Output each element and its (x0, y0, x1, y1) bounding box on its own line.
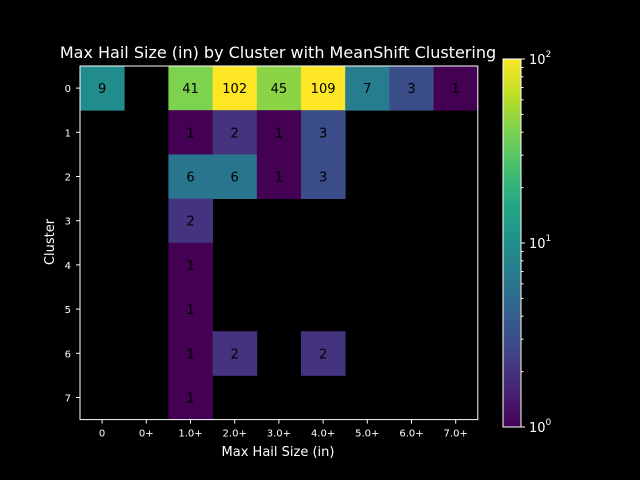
cell-value-label: 102 (222, 82, 247, 97)
cell-value-label: 2 (231, 126, 239, 141)
heatmap-cell (301, 154, 346, 199)
heatmap-cell (212, 154, 258, 199)
cell-value-label: 1 (275, 171, 283, 186)
cell-value-label: 1 (186, 126, 194, 141)
x-axis: 0 0+ 1.0+ 2.0+ 3.0+ 4.0+ 5.0+ 6.0+ 7.0+ (99, 419, 468, 440)
x-tick-label: 5.0+ (355, 429, 379, 440)
x-tick-label: 7.0+ (444, 429, 468, 440)
heatmap-cell (168, 331, 213, 376)
y-tick-label: 4 (65, 261, 71, 272)
x-tick-label: 4.0+ (311, 429, 335, 440)
heatmap-cell (168, 198, 213, 244)
cell-value-label: 9 (98, 82, 106, 97)
heatmap-cell (168, 110, 213, 155)
heatmap-cell (256, 66, 302, 111)
y-tick-label: 7 (65, 394, 71, 405)
heatmap-cell (212, 66, 258, 111)
x-tick-label: 6.0+ (399, 429, 423, 440)
colorbar-tick-label: 100 (529, 418, 552, 436)
cell-value-label: 1 (452, 82, 460, 97)
y-axis-label: Cluster (43, 218, 58, 265)
cell-value-label: 2 (231, 347, 239, 362)
heatmap-cell (433, 66, 479, 111)
y-tick-label: 5 (65, 305, 71, 316)
heatmap-cell (389, 66, 434, 111)
cell-value-label: 1 (186, 392, 194, 407)
heatmap-cell (301, 331, 346, 376)
y-tick-label: 0 (65, 84, 71, 95)
x-tick-label: 0 (99, 429, 105, 440)
heatmap-cell (168, 66, 213, 111)
y-tick-label: 2 (65, 173, 71, 184)
colorbar-gradient (502, 58, 522, 428)
cell-value-label: 45 (271, 82, 288, 97)
y-tick-label: 6 (65, 349, 71, 360)
colorbar-tick-label: 101 (529, 234, 551, 252)
heatmap-cell (256, 110, 302, 155)
cell-value-label: 1 (186, 259, 194, 274)
y-tick-label: 3 (65, 217, 71, 228)
heatmap-cell (168, 287, 213, 332)
heatmap-cells: 9 41 102 45 109 7 3 1 1 2 1 3 6 6 1 3 2 1 1 1 2 2 1 (79, 65, 479, 421)
cell-value-label: 3 (407, 82, 415, 97)
heatmap-cell (212, 331, 258, 376)
cell-value-label: 1 (186, 347, 194, 362)
heatmap-cell (301, 66, 346, 111)
heatmap-cell (80, 66, 125, 111)
y-axis: 0 1 2 3 4 5 6 7 (65, 84, 80, 405)
heatmap-cell (256, 154, 302, 199)
heatmap-cell (168, 375, 213, 420)
cell-value-label: 41 (182, 82, 199, 97)
heatmap-cell (301, 110, 346, 155)
cell-value-label: 109 (311, 82, 336, 97)
x-axis-label: Max Hail Size (in) (222, 445, 335, 460)
colorbar-tick-label: 102 (529, 50, 551, 68)
cell-value-label: 6 (231, 171, 239, 186)
cell-value-label: 2 (319, 347, 327, 362)
cell-value-label: 2 (186, 215, 194, 230)
x-tick-label: 3.0+ (267, 429, 291, 440)
heatmap-cell (168, 242, 213, 288)
heatmap-cell (345, 66, 390, 111)
colorbar: 100 101 102 (502, 50, 552, 436)
x-tick-label: 0+ (139, 429, 154, 440)
chart-title: Max Hail Size (in) by Cluster with MeanS… (60, 43, 496, 62)
cell-value-label: 1 (275, 126, 283, 141)
cell-value-label: 3 (319, 126, 327, 141)
cell-value-label: 6 (186, 171, 194, 186)
cell-value-label: 1 (186, 303, 194, 318)
x-tick-label: 1.0+ (178, 429, 202, 440)
heatmap-cell (168, 154, 213, 199)
x-tick-label: 2.0+ (223, 429, 247, 440)
heatmap-cell (212, 110, 258, 155)
y-tick-label: 1 (65, 128, 71, 139)
cell-value-label: 3 (319, 171, 327, 186)
cell-value-label: 7 (363, 82, 371, 97)
